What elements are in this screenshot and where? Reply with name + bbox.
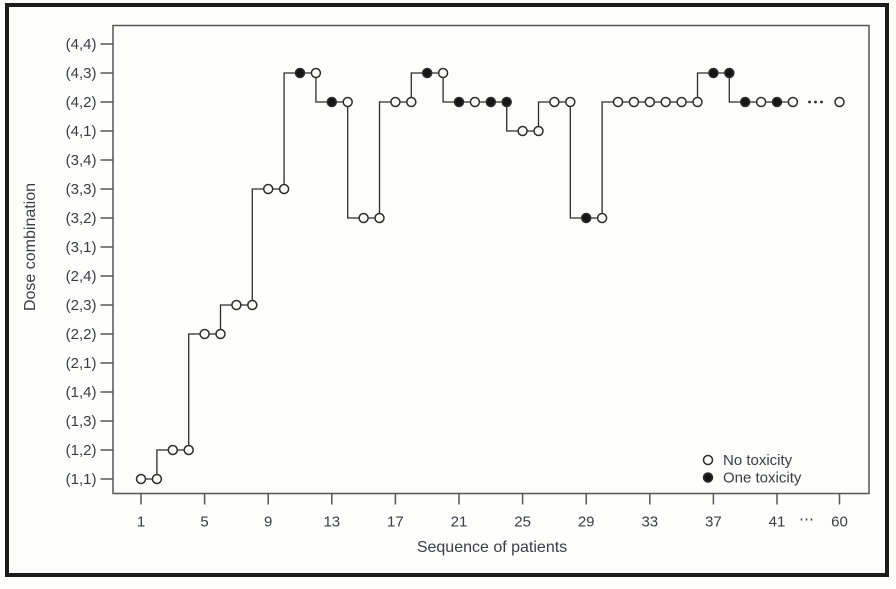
data-point-one-toxicity	[580, 212, 592, 224]
x-tick-label: 29	[578, 514, 595, 531]
x-axis-title: Sequence of patients	[417, 539, 567, 556]
data-point-no-toxicity	[406, 96, 417, 108]
x-tick-label: 21	[451, 514, 468, 531]
data-point-no-toxicity	[565, 96, 576, 108]
no-toxicity-marker-icon	[702, 454, 714, 466]
data-point-one-toxicity	[708, 67, 719, 79]
data-point-no-toxicity	[596, 212, 608, 224]
x-axis-ticks: 1 5 9 13 17 21 25 29 33 37 41 60	[137, 493, 848, 531]
legend-label-no-toxicity: No toxicity	[723, 452, 793, 469]
y-tick-label: (1,4)	[66, 384, 97, 401]
x-tick-label: 17	[387, 514, 404, 531]
y-tick-label: (1,3)	[66, 413, 97, 430]
y-tick-label: (3,4)	[66, 152, 97, 169]
data-point-no-toxicity	[262, 183, 274, 195]
x-tick-label: 1	[137, 514, 145, 531]
legend-label-one-toxicity: One toxicity	[723, 470, 802, 487]
y-tick-label: (1,1)	[66, 471, 97, 488]
x-tick-label: 9	[264, 514, 272, 531]
x-axis-break-label: ⋯	[799, 511, 815, 528]
data-point-no-toxicity	[549, 96, 560, 108]
data-point-no-toxicity	[517, 125, 528, 137]
x-tick-label: 37	[705, 514, 722, 531]
data-point-no-toxicity	[533, 125, 544, 137]
data-point-no-toxicity	[310, 67, 322, 79]
data-point-no-toxicity	[231, 299, 242, 311]
y-tick-label: (3,1)	[66, 239, 97, 256]
data-point-one-toxicity	[724, 67, 735, 79]
data-point-no-toxicity	[692, 96, 703, 108]
y-tick-label: (2,2)	[66, 326, 97, 343]
data-point-no-toxicity	[374, 212, 385, 224]
data-point-no-toxicity	[183, 444, 194, 456]
y-tick-label: (2,1)	[66, 355, 97, 372]
data-point-no-toxicity	[787, 96, 799, 108]
y-tick-label: (2,3)	[66, 297, 97, 314]
plot-area-border	[112, 24, 870, 495]
data-point-one-toxicity	[453, 96, 465, 108]
y-tick-label: (4,3)	[66, 65, 97, 82]
y-tick-label: (4,1)	[66, 123, 97, 140]
data-point-one-toxicity	[771, 96, 783, 108]
data-point-no-toxicity	[278, 183, 290, 195]
data-point-no-toxicity	[628, 96, 640, 108]
y-axis-title: Dose combination	[22, 183, 39, 311]
dose-step-path	[141, 72, 823, 480]
data-point-no-toxicity	[358, 212, 369, 224]
data-point-no-toxicity	[247, 299, 258, 311]
axis-break-dot	[808, 100, 811, 104]
data-point-no-toxicity	[199, 328, 210, 340]
axis-break-dot	[814, 100, 817, 104]
data-point-no-toxicity	[135, 473, 147, 485]
data-point-one-toxicity	[326, 96, 338, 108]
data-point-one-toxicity	[501, 96, 512, 108]
y-tick-label: (4,4)	[66, 36, 97, 53]
y-axis-ticks: (1,1) (1,2) (1,3) (1,4) (2,1) (2,2) (2,3) (2,4)…	[66, 36, 113, 488]
x-tick-label: 5	[200, 514, 208, 531]
data-point-one-toxicity	[485, 96, 497, 108]
data-point-no-toxicity	[167, 444, 179, 456]
x-tick-label: 33	[641, 514, 658, 531]
y-tick-label: (3,3)	[66, 181, 97, 198]
data-points	[135, 67, 845, 485]
x-tick-label: 60	[831, 514, 848, 531]
y-tick-label: (2,4)	[66, 268, 97, 285]
data-point-no-toxicity	[151, 473, 163, 485]
data-point-no-toxicity	[390, 96, 401, 108]
data-point-no-toxicity	[342, 96, 353, 108]
data-point-no-toxicity	[755, 96, 767, 108]
data-point-one-toxicity	[739, 96, 751, 108]
data-point-no-toxicity	[660, 96, 671, 108]
axis-break-dot	[820, 100, 823, 104]
data-point-no-toxicity	[215, 328, 226, 340]
x-tick-label: 13	[323, 514, 340, 531]
data-point-no-toxicity	[612, 96, 624, 108]
one-toxicity-marker-icon	[702, 472, 714, 483]
data-point-no-toxicity	[437, 67, 449, 79]
data-point-no-toxicity	[644, 96, 656, 108]
data-point-one-toxicity	[294, 67, 306, 79]
data-point-one-toxicity	[421, 67, 433, 79]
y-tick-label: (3,2)	[66, 210, 97, 227]
y-tick-label: (4,2)	[66, 94, 97, 111]
x-tick-label: 25	[514, 514, 531, 531]
dose-step-line	[141, 72, 793, 480]
data-point-no-toxicity	[676, 96, 687, 108]
data-point-no-toxicity	[834, 96, 845, 108]
x-tick-label: 41	[769, 514, 786, 531]
y-tick-label: (1,2)	[66, 442, 97, 459]
data-point-no-toxicity	[469, 96, 481, 108]
legend: No toxicity One toxicity	[702, 452, 802, 487]
